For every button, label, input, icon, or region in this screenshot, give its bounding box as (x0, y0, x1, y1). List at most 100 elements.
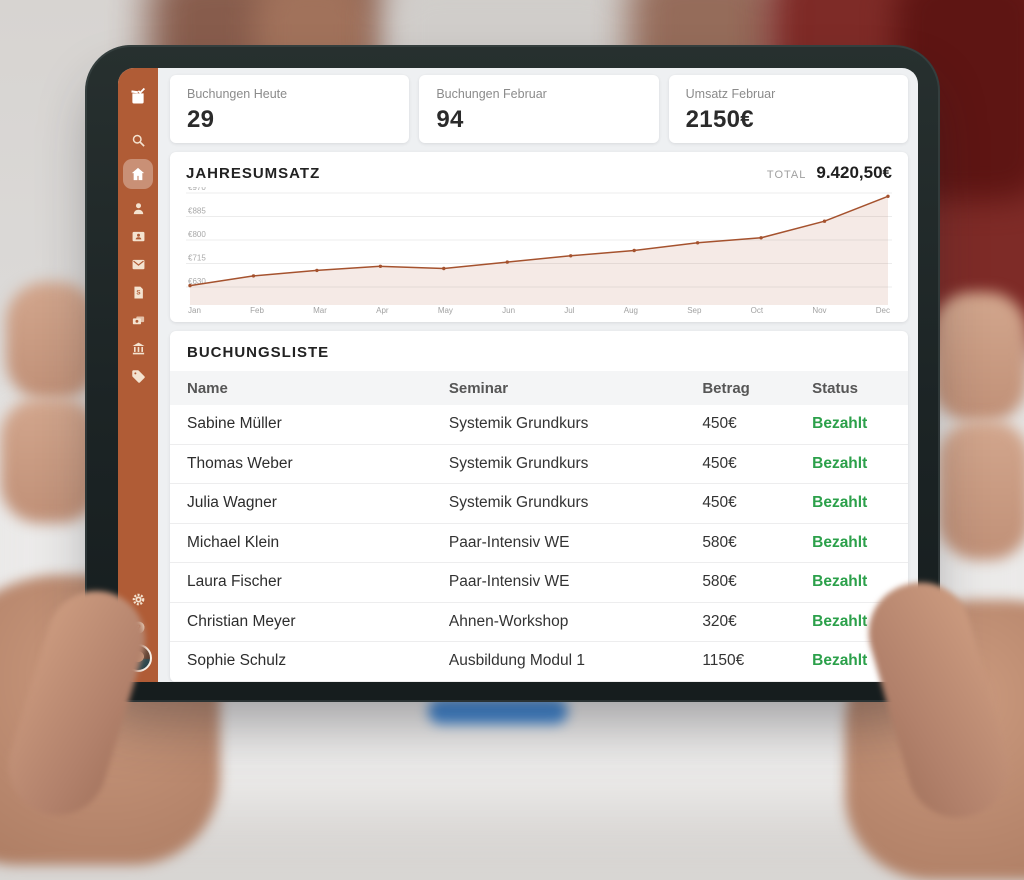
booking-amount: 1150€ (702, 652, 745, 670)
booking-seminar: Paar-Intensiv WE (448, 573, 570, 591)
payment-icon (131, 313, 146, 328)
x-axis-tick: Mar (313, 306, 327, 315)
booking-status-badge: Bezahlt (812, 533, 868, 551)
booking-amount: 450€ (702, 415, 737, 433)
app-screen: S (118, 68, 918, 682)
sidebar-item-invoices[interactable]: S (123, 281, 153, 303)
booking-status-badge: Bezahlt (812, 612, 868, 630)
sidebar-item-tags[interactable] (123, 365, 153, 387)
chart-x-axis-labels: Jan Feb Mar Apr May Jun Jul Aug Sep Oct Nov Dec (186, 305, 892, 319)
table-row[interactable]: Thomas Weber Systemik Grundkurs 450€ Bez… (170, 445, 908, 484)
home-icon (130, 166, 146, 182)
booking-status-badge: Bezahlt (812, 573, 868, 591)
search-icon (131, 133, 146, 148)
table-header-row: Name Seminar Betrag Status (170, 371, 908, 405)
booking-status-badge: Bezahlt (812, 415, 868, 433)
table-row[interactable]: Laura Fischer Paar-Intensiv WE 580€ Beza… (170, 563, 908, 603)
booking-name: Sabine Müller (187, 415, 282, 433)
tablet-device: S (85, 45, 940, 702)
svg-text:€885: €885 (188, 207, 206, 216)
stat-value: 2150€ (685, 106, 754, 133)
annual-revenue-chart-card: JAHRESUMSATZ TOTAL 9.420,50€ €970 €885 €80… (170, 152, 908, 322)
total-label: TOTAL (766, 169, 807, 181)
booking-seminar: Ahnen-Workshop (448, 612, 569, 630)
table-row[interactable]: Christian Meyer Ahnen-Workshop 320€ Beza… (170, 603, 908, 642)
booking-seminar: Systemik Grundkurs (448, 454, 589, 472)
booking-seminar: Paar-Intensiv WE (448, 533, 570, 551)
booking-name: Julia Wagner (187, 494, 277, 512)
sidebar-item-search[interactable] (123, 129, 153, 151)
table-title: BUCHUNGSLISTE (187, 344, 330, 361)
sidebar-nav: S (118, 68, 158, 682)
x-axis-tick: Oct (750, 306, 764, 315)
booking-name: Laura Fischer (187, 573, 282, 591)
chart-total: TOTAL 9.420,50€ (767, 163, 892, 183)
help-icon: ? (131, 620, 146, 635)
booking-amount: 320€ (702, 612, 737, 630)
booking-seminar: Systemik Grundkurs (448, 415, 589, 433)
column-header-betrag: Betrag (702, 379, 750, 397)
chart-title: JAHRESUMSATZ (186, 165, 321, 182)
stat-card-bookings-february: Buchungen Februar 94 (419, 75, 659, 143)
booking-status-badge: Bezahlt (812, 494, 868, 512)
x-axis-tick: Jan (188, 306, 201, 315)
booking-name: Christian Meyer (187, 612, 296, 630)
x-axis-tick: Apr (376, 306, 389, 315)
bookings-table-card: BUCHUNGSLISTE Name Seminar Betrag Status… (170, 331, 908, 682)
booking-amount: 450€ (702, 454, 737, 472)
x-axis-tick: Jul (564, 306, 575, 315)
booking-name: Sophie Schulz (187, 652, 287, 670)
avatar[interactable] (124, 644, 152, 672)
stat-card-bookings-today: Buchungen Heute 29 (170, 75, 410, 143)
sidebar-item-home[interactable] (123, 159, 153, 189)
sidebar-item-bookings[interactable] (123, 85, 153, 107)
table-row[interactable]: Michael Klein Paar-Intensiv WE 580€ Beza… (170, 524, 908, 563)
line-chart-plot: €970 €885 €800 €715 €630 (186, 187, 892, 305)
stat-value: 29 (187, 106, 215, 133)
booking-status-badge: Bezahlt (812, 652, 868, 670)
booking-amount: 580€ (702, 533, 737, 551)
sidebar-item-bank[interactable] (123, 337, 153, 359)
gear-icon (131, 592, 146, 607)
svg-text:?: ? (136, 623, 141, 632)
chart-header: JAHRESUMSATZ TOTAL 9.420,50€ (186, 163, 892, 183)
svg-text:€715: €715 (188, 254, 206, 263)
table-row[interactable]: Sophie Schulz Ausbildung Modul 1 1150€ B… (170, 642, 908, 682)
sidebar-item-help[interactable]: ? (123, 616, 153, 638)
booking-name: Thomas Weber (187, 454, 293, 472)
invoice-icon: S (131, 285, 146, 300)
booking-amount: 450€ (702, 494, 737, 512)
user-icon (131, 201, 146, 216)
table-row[interactable]: Julia Wagner Systemik Grundkurs 450€ Bez… (170, 484, 908, 524)
booking-amount: 580€ (702, 573, 737, 591)
svg-text:€800: €800 (188, 230, 206, 239)
bank-icon (131, 341, 146, 356)
x-axis-tick: Aug (623, 306, 638, 315)
calendar-check-icon (129, 87, 147, 105)
sidebar-item-contacts[interactable] (123, 225, 153, 247)
sidebar-item-mail[interactable] (123, 253, 153, 275)
column-header-seminar: Seminar (448, 379, 509, 397)
revenue-line-chart: €970 €885 €800 €715 €630 (186, 187, 892, 305)
x-axis-tick: Dec (875, 306, 890, 315)
stat-value: 94 (436, 106, 464, 133)
booking-seminar: Ausbildung Modul 1 (448, 652, 586, 670)
x-axis-tick: Nov (812, 306, 827, 315)
stat-label: Buchungen Heute (187, 87, 288, 101)
contact-card-icon (131, 229, 146, 244)
tag-icon (131, 369, 146, 384)
stat-card-revenue-february: Umsatz Februar 2150€ (668, 75, 908, 143)
mail-icon (131, 257, 146, 272)
sidebar-item-payments[interactable] (123, 309, 153, 331)
svg-text:€970: €970 (188, 187, 206, 192)
total-value: 9.420,50€ (816, 163, 892, 182)
x-axis-tick: May (437, 306, 453, 315)
sidebar-item-settings[interactable] (123, 588, 153, 610)
right-hand-finger (938, 420, 1024, 560)
booking-name: Michael Klein (187, 533, 280, 551)
x-axis-tick: Jun (502, 306, 516, 315)
table-body: Sabine Müller Systemik Grundkurs 450€ Be… (170, 405, 908, 682)
table-row[interactable]: Sabine Müller Systemik Grundkurs 450€ Be… (170, 405, 908, 445)
stat-label: Buchungen Februar (436, 87, 547, 101)
sidebar-item-clients[interactable] (123, 197, 153, 219)
